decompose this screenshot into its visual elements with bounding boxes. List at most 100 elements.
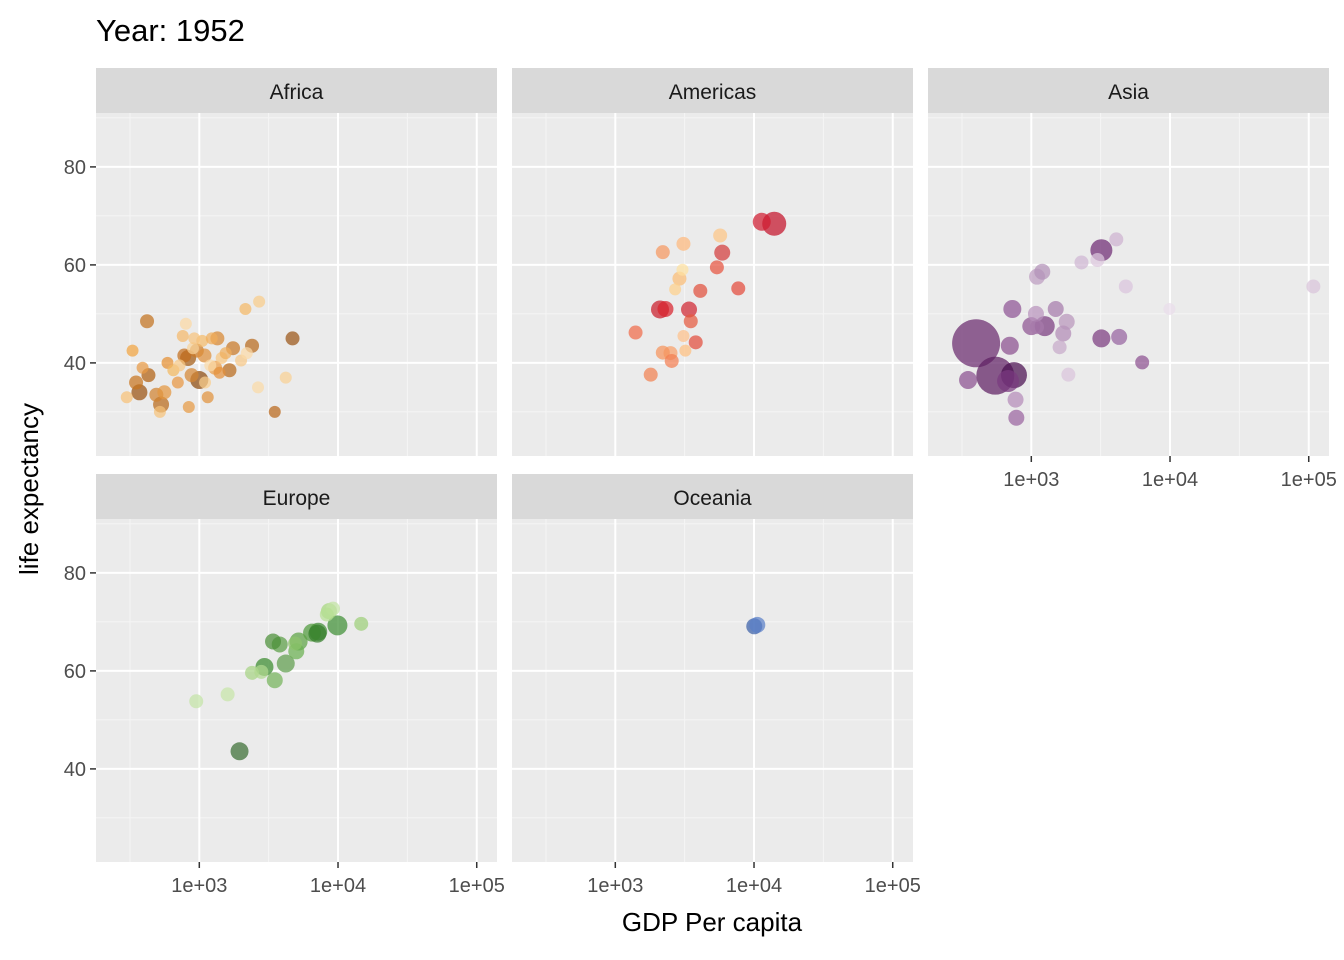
strip-label-oceania: Oceania xyxy=(673,487,752,510)
data-point xyxy=(1058,313,1075,330)
data-point xyxy=(1034,263,1051,280)
data-point xyxy=(288,636,303,651)
data-point xyxy=(153,405,166,418)
data-point xyxy=(1052,340,1067,355)
data-point xyxy=(677,329,690,342)
y-tick-label: 60 xyxy=(64,661,86,683)
x-tick-label: 1e+05 xyxy=(1281,469,1337,491)
data-point xyxy=(1118,279,1133,294)
data-point xyxy=(252,381,265,394)
data-point xyxy=(186,342,199,355)
data-point xyxy=(959,371,978,390)
strip-europe xyxy=(96,474,497,519)
data-point xyxy=(129,375,144,390)
data-point xyxy=(126,344,139,357)
data-point xyxy=(1027,305,1044,322)
data-point xyxy=(177,348,192,363)
x-axis-title: GDP Per capita xyxy=(622,907,803,937)
data-point xyxy=(676,263,689,276)
panel-americas: Americas xyxy=(512,68,913,456)
data-point xyxy=(120,391,133,404)
data-point xyxy=(279,371,292,384)
x-tick-label: 1e+04 xyxy=(1142,469,1198,491)
data-point xyxy=(713,228,728,243)
x-tick-label: 1e+05 xyxy=(449,875,505,897)
strip-africa xyxy=(96,68,497,113)
data-point xyxy=(731,281,746,296)
data-point xyxy=(266,672,283,689)
data-point xyxy=(1030,320,1045,335)
x-tick-label: 1e+04 xyxy=(310,875,366,897)
data-point xyxy=(204,359,217,372)
data-point xyxy=(1047,301,1064,317)
data-point xyxy=(319,607,334,622)
data-point xyxy=(693,283,708,298)
data-point xyxy=(679,344,692,357)
data-point xyxy=(952,319,1001,368)
data-point xyxy=(179,317,192,330)
strip-label-americas: Americas xyxy=(669,81,757,104)
data-point xyxy=(189,694,204,709)
data-point xyxy=(268,405,281,418)
data-point xyxy=(1306,279,1321,294)
data-point xyxy=(173,359,186,372)
panel-europe: Europe 40 60 80 1e+03 1e+04 1e+05 xyxy=(64,474,505,897)
y-tick-label: 40 xyxy=(64,353,86,375)
data-point xyxy=(749,616,766,633)
x-tick-label: 1e+03 xyxy=(171,875,227,897)
data-point xyxy=(1000,336,1019,355)
x-tick-label: 1e+05 xyxy=(865,875,921,897)
strip-americas xyxy=(512,68,913,113)
data-point xyxy=(239,303,252,315)
data-point xyxy=(709,260,724,275)
y-tick-label: 80 xyxy=(64,563,86,585)
data-point xyxy=(681,301,698,318)
data-point xyxy=(276,654,295,673)
data-point xyxy=(1135,355,1150,370)
data-point xyxy=(182,401,195,413)
strip-label-africa: Africa xyxy=(270,81,324,104)
panel-africa: Africa 40 60 80 xyxy=(64,68,497,456)
panel-background-americas xyxy=(512,113,913,456)
data-point xyxy=(1061,367,1076,382)
data-point xyxy=(176,329,189,342)
data-point xyxy=(1109,232,1124,247)
data-point xyxy=(222,363,237,378)
data-point xyxy=(752,212,771,231)
data-point xyxy=(199,376,212,389)
data-point xyxy=(327,615,348,636)
panel-background-europe xyxy=(96,519,497,862)
data-point xyxy=(655,245,670,260)
strip-asia xyxy=(928,68,1329,113)
chart-title: Year: 1952 xyxy=(96,13,245,48)
x-tick-label: 1e+03 xyxy=(1003,469,1059,491)
data-point xyxy=(265,633,282,650)
data-point xyxy=(1092,329,1111,348)
data-point xyxy=(1163,303,1176,315)
data-point xyxy=(669,283,682,296)
y-tick-label: 40 xyxy=(64,759,86,781)
y-axis-title: life expectancy xyxy=(14,403,44,575)
data-point xyxy=(1074,255,1089,270)
data-point xyxy=(354,616,369,631)
panel-asia: Asia 1e+03 1e+04 1e+05 xyxy=(928,68,1337,491)
data-point xyxy=(240,347,253,360)
strip-label-europe: Europe xyxy=(263,487,331,510)
data-point xyxy=(140,314,155,329)
data-point xyxy=(308,624,327,643)
data-point xyxy=(220,687,235,702)
panel-oceania: Oceania 1e+03 1e+04 1e+05 xyxy=(512,474,921,897)
data-point xyxy=(201,391,214,404)
data-point xyxy=(171,376,184,389)
data-point xyxy=(1003,300,1022,318)
data-point xyxy=(230,742,249,761)
x-tick-label: 1e+03 xyxy=(587,875,643,897)
data-point xyxy=(197,348,212,363)
data-point xyxy=(205,332,218,345)
y-tick-label: 80 xyxy=(64,157,86,179)
data-point xyxy=(997,370,1020,393)
panel-background-oceania xyxy=(512,519,913,862)
data-point xyxy=(285,331,300,346)
data-point xyxy=(1090,253,1105,267)
